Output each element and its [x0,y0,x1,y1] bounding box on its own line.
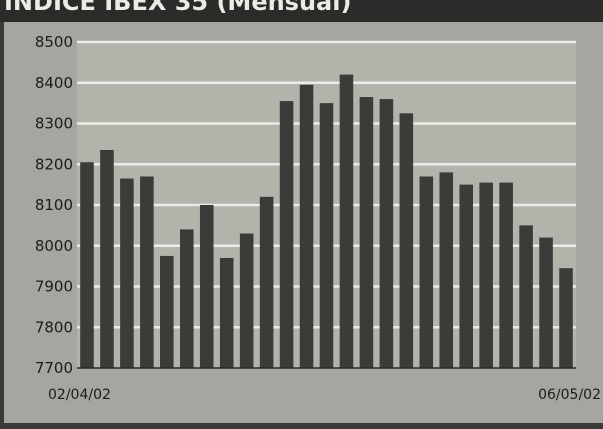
bar-16 [379,99,394,369]
bar-2 [100,149,114,368]
y-axis-labels: 7700 7800 7900 8000 8100 8200 8300 8400 8500 [35,33,73,377]
bar-22 [499,182,513,368]
bar-6 [179,229,194,368]
bar-3 [120,178,134,368]
bar-8 [219,257,234,368]
bars [80,74,573,369]
bar-10 [259,196,274,368]
bar-1 [80,162,94,368]
bar-18 [419,176,434,368]
title-strip: INDICE IBEX 35 (Mensual) [0,0,603,22]
y-tick-label-7700: 7700 [35,359,73,377]
y-tick-label-8100: 8100 [35,196,73,214]
bar-19 [439,172,454,368]
bar-4 [140,176,154,368]
y-tick-label-8000: 8000 [35,237,73,255]
chart-title: INDICE IBEX 35 (Mensual) [4,0,352,16]
y-tick-label-8200: 8200 [35,155,73,173]
bar-11 [279,101,294,369]
bar-9 [239,233,254,368]
x-tick-label-start: 02/04/02 [48,387,111,403]
y-tick-label-7800: 7800 [35,318,73,336]
bar-17 [399,113,414,368]
x-axis-labels: 02/04/02 06/05/02 [48,387,601,403]
bar-12 [299,84,314,368]
chart-panel: 7700 7800 7900 8000 8100 8200 8300 8400 8500 02/… [4,22,603,423]
y-tick-label-8300: 8300 [35,115,73,133]
bar-13 [319,103,334,368]
y-tick-label-8400: 8400 [35,74,73,92]
bar-7 [199,205,214,368]
bar-20 [459,184,474,368]
y-tick-label-7900: 7900 [35,278,73,296]
bar-14 [339,74,354,368]
bar-21 [479,182,493,368]
bar-5 [160,255,174,368]
bar-23 [519,225,533,368]
y-tick-label-8500: 8500 [35,33,73,51]
bar-15 [359,97,374,368]
x-tick-label-end: 06/05/02 [538,387,601,403]
bar-25 [559,268,573,368]
bar-chart: 7700 7800 7900 8000 8100 8200 8300 8400 8500 02/… [35,33,601,403]
bar-24 [539,237,553,368]
